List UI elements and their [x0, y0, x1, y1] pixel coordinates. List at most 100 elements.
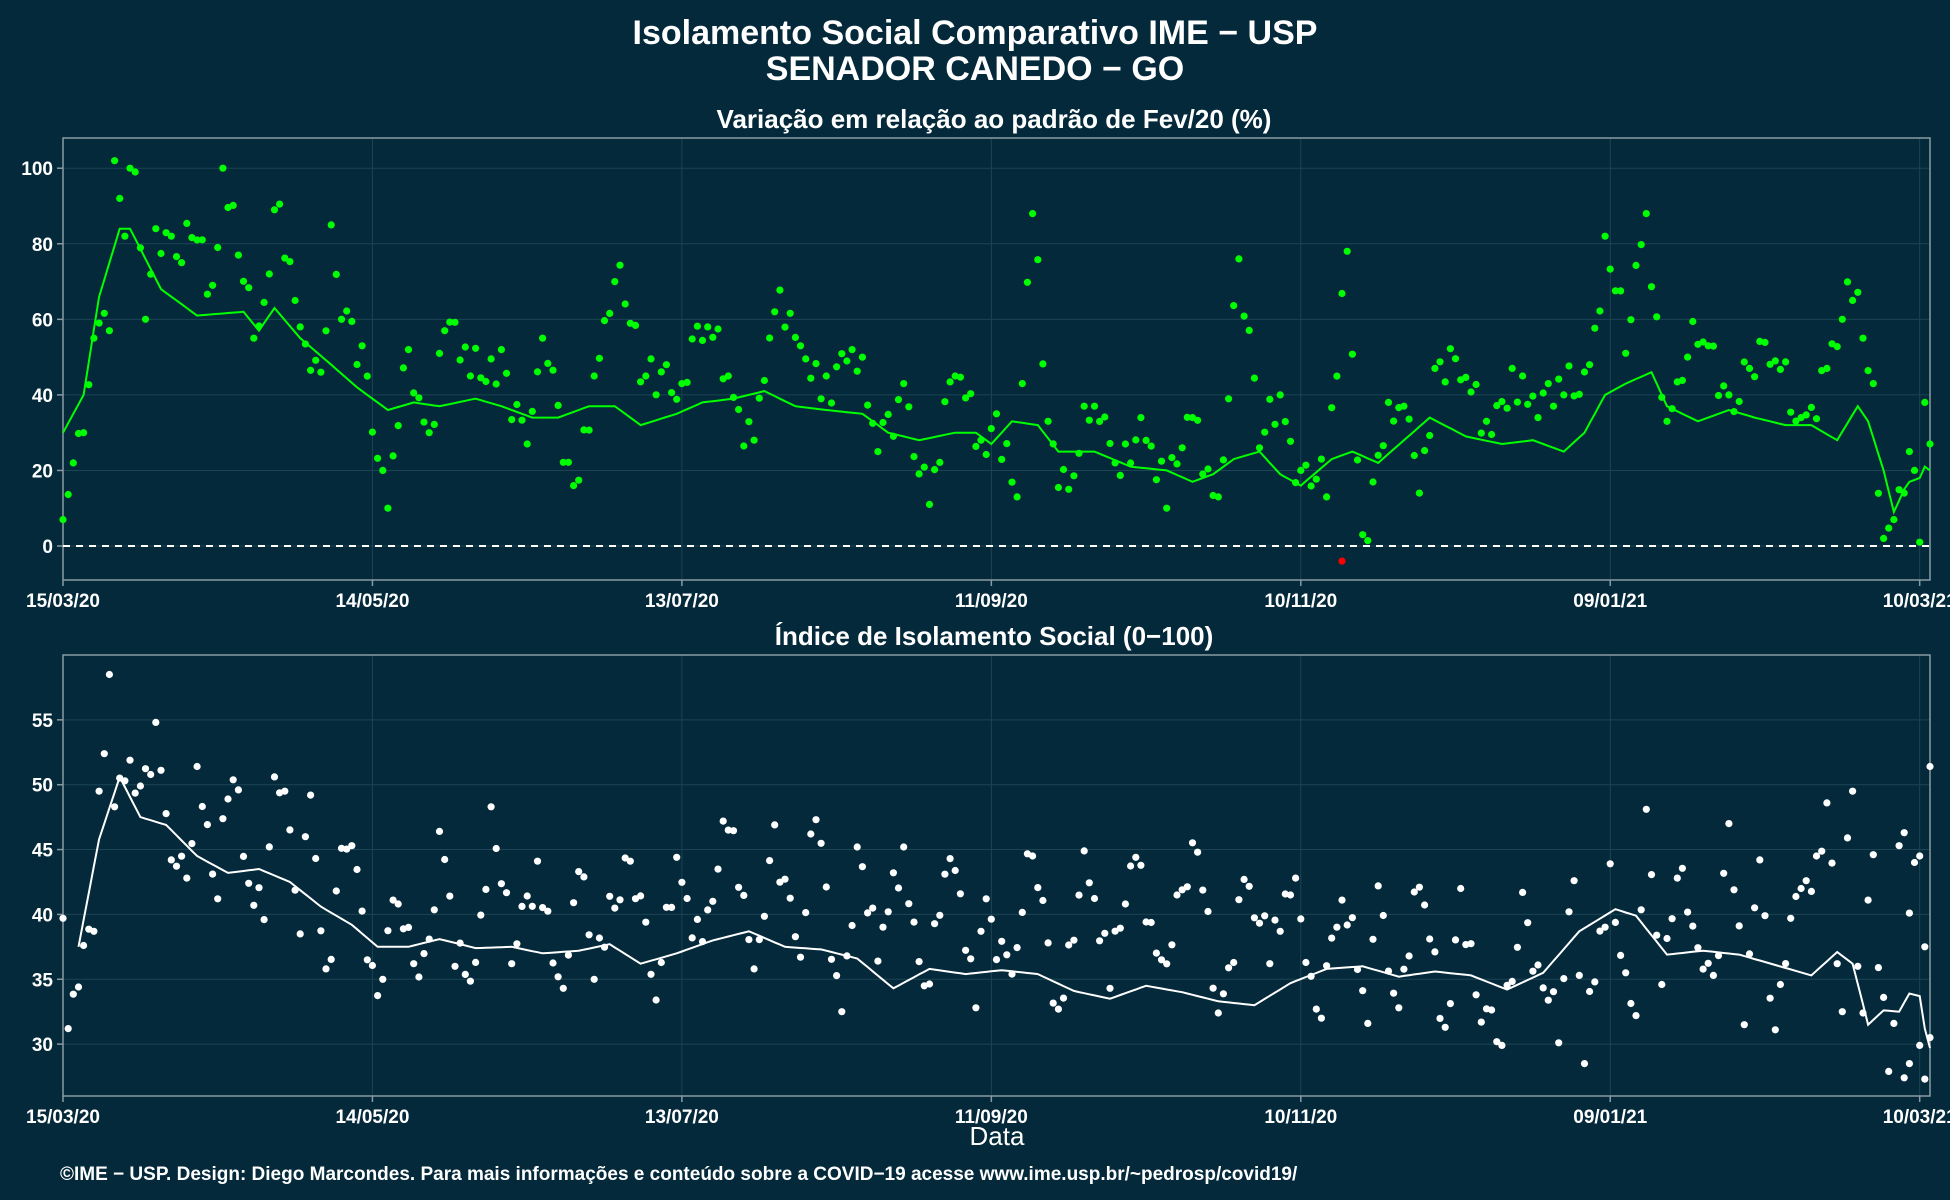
panel-1-data-point — [172, 253, 181, 261]
panel-2-data-point — [1529, 967, 1537, 975]
panel-1-data-point — [1740, 358, 1748, 366]
panel-1-data-point — [704, 323, 712, 331]
panel-2-data-point — [580, 873, 588, 881]
panel-1-y-axis: 0 20 40 60 80 100 — [21, 159, 63, 558]
panel-1-data-point — [69, 459, 77, 467]
panel-1-data-point — [1653, 313, 1661, 321]
panel-2-data-point — [1018, 908, 1026, 917]
panel-1-negative-point — [1338, 557, 1346, 565]
panel-1-data-point — [807, 374, 815, 382]
panel-2-data-point — [167, 856, 175, 864]
panel-2-data-point — [1519, 888, 1527, 897]
panel-1-data-point — [410, 389, 418, 397]
panel-2-data-point — [1111, 927, 1119, 935]
panel-1-data-point — [1637, 241, 1645, 249]
panel-2-data-point — [1451, 936, 1460, 944]
panel-2-data-point — [1297, 915, 1305, 923]
panel-1-data-point — [1503, 404, 1511, 412]
panel-2-data-point — [528, 902, 536, 910]
panel-1-data-point — [363, 372, 371, 380]
panel-2-data-point — [719, 817, 727, 825]
panel-1-data-point — [580, 426, 588, 434]
panel-2-data-point — [838, 1008, 846, 1016]
panel-2-data-point — [1611, 918, 1619, 927]
panel-1-data-point — [1044, 417, 1052, 425]
panel-1-data-point — [1926, 440, 1934, 448]
panel-1-data-point — [1054, 483, 1062, 492]
panel-2-data-point — [255, 884, 263, 892]
panel-1-data-point — [374, 454, 382, 462]
panel-2-data-point — [637, 892, 645, 900]
panel-1-data-point — [1838, 315, 1846, 323]
panel-2-data-point — [766, 857, 774, 865]
panel-2-data-point — [389, 896, 397, 904]
panel-1-data-point — [802, 355, 810, 363]
panel-1-data-point — [853, 367, 861, 375]
panel-1-data-point — [1312, 475, 1320, 483]
panel-2-data-point — [693, 915, 702, 924]
panel-2-data-point — [281, 787, 289, 795]
panel-2-data-point — [1410, 888, 1418, 896]
panel-1-data-point — [209, 281, 217, 289]
panel-2-data-point — [1684, 908, 1692, 916]
panel-2-data-point — [1823, 799, 1831, 807]
panel-1-data-point — [162, 229, 170, 237]
panel-2-data-point — [869, 904, 877, 912]
panel-2-data-point — [404, 923, 413, 932]
panel-2-data-point — [374, 992, 382, 1000]
panel-1-data-point — [1880, 534, 1888, 543]
panel-1-data-point — [1405, 415, 1413, 423]
panel-2-data-point — [384, 927, 392, 935]
panel-2-data-point — [1292, 874, 1300, 882]
panel-1-data-point — [492, 380, 500, 388]
panel-2-data-point — [1390, 989, 1398, 997]
panel-2-data-point — [415, 973, 423, 981]
panel-2-data-point — [1570, 877, 1578, 885]
panel-1-data-point — [1415, 489, 1423, 497]
panel-2-data-point — [152, 718, 160, 727]
panel-1-data-point — [1240, 312, 1248, 320]
panel-2-data-point — [239, 852, 248, 861]
panel-1-data-point — [250, 334, 258, 342]
panel-2-data-point — [1013, 944, 1021, 952]
panel-1-data-point — [1436, 358, 1444, 366]
panel-1-data-point — [1147, 442, 1155, 450]
panel-1-data-point — [198, 236, 206, 244]
panel-2-data-point — [430, 906, 438, 914]
panel-1-data-point — [1431, 364, 1439, 372]
panel-2-data-point — [564, 951, 573, 959]
panel-2-data-point — [435, 827, 444, 836]
panel-1-data-point — [827, 399, 836, 407]
panel-2-data-point — [446, 892, 454, 900]
panel-2-data-point — [755, 936, 763, 944]
panel-2-data-point — [1317, 1014, 1325, 1022]
panel-1-data-point — [1204, 465, 1212, 473]
panel-2-y-axis: 30 35 40 45 50 55 — [32, 711, 63, 1056]
panel-1-data-point — [1328, 404, 1336, 412]
panel-1-data-point — [80, 429, 88, 437]
panel-1-data-point — [1689, 317, 1697, 326]
panel-2-data-point — [1508, 977, 1516, 986]
panel-2-data-point — [74, 983, 83, 991]
panel-2-data-point — [1787, 914, 1795, 922]
panel-1-data-point — [1003, 440, 1011, 448]
panel-1-data-point — [1441, 378, 1449, 386]
panel-1-data-point — [600, 317, 609, 325]
panel-2-data-point — [1343, 921, 1351, 929]
panel-1-data-point — [786, 309, 794, 317]
panel-1-data-point — [111, 157, 119, 165]
panel-1-data-point — [1178, 444, 1186, 452]
panel-1-data-point — [487, 355, 495, 363]
panel-1-data-point — [1421, 447, 1429, 455]
panel-2-data-point — [301, 833, 309, 841]
panel-1-data-point — [141, 315, 150, 323]
panel-1-data-point — [838, 350, 846, 358]
panel-2-data-point — [833, 972, 841, 980]
panel-1-data-point — [1534, 414, 1542, 422]
panel-1-data-point — [1539, 389, 1547, 397]
panel-1-data-point — [1384, 398, 1393, 406]
panel-1-data-point — [931, 466, 939, 474]
panel-2-data-point — [802, 909, 810, 917]
panel-2-data-point — [1250, 914, 1258, 922]
panel-2-data-point — [214, 895, 222, 903]
